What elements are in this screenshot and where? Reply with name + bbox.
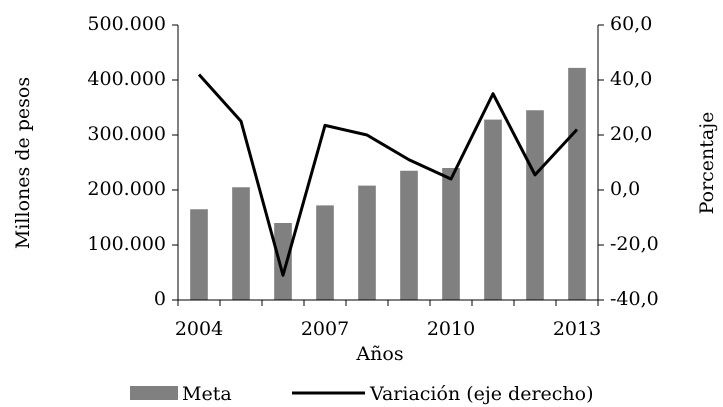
y2-tick-label: 60,0 — [610, 13, 652, 35]
legend-swatch — [130, 386, 178, 400]
y-axis-label: Millones de pesos — [12, 77, 34, 249]
x-tick-label: 2004 — [175, 318, 223, 340]
x-tick-label: 2013 — [553, 318, 601, 340]
y2-tick-label: 40,0 — [610, 68, 652, 90]
y-tick-label: 200.000 — [87, 178, 166, 200]
y2-tick-label: 20,0 — [610, 123, 652, 145]
bar — [442, 168, 460, 300]
y-tick-label: 400.000 — [87, 68, 166, 90]
y-tick-label: 100.000 — [87, 233, 166, 255]
bar — [526, 110, 544, 300]
bar — [484, 119, 502, 300]
y2-axis-label: Porcentaje — [696, 112, 718, 215]
y-tick-label: 300.000 — [87, 123, 166, 145]
bar — [232, 187, 250, 300]
y2-tick-label: -20,0 — [610, 233, 659, 255]
x-axis-label: Años — [355, 343, 403, 365]
legend-label: Meta — [182, 383, 232, 405]
bar — [400, 170, 418, 300]
bar — [358, 185, 376, 300]
bar — [190, 209, 208, 300]
legend-label: Variación (eje derecho) — [369, 383, 594, 405]
x-tick-label: 2010 — [427, 318, 475, 340]
bar — [316, 205, 334, 300]
y2-tick-label: -40,0 — [610, 288, 659, 310]
y2-tick-label: 0,0 — [610, 178, 640, 200]
bar — [568, 67, 586, 301]
y-tick-label: 0 — [154, 288, 166, 310]
y-tick-label: 500.000 — [87, 13, 166, 35]
x-tick-label: 2007 — [301, 318, 349, 340]
line — [197, 73, 579, 277]
bar — [274, 223, 292, 300]
